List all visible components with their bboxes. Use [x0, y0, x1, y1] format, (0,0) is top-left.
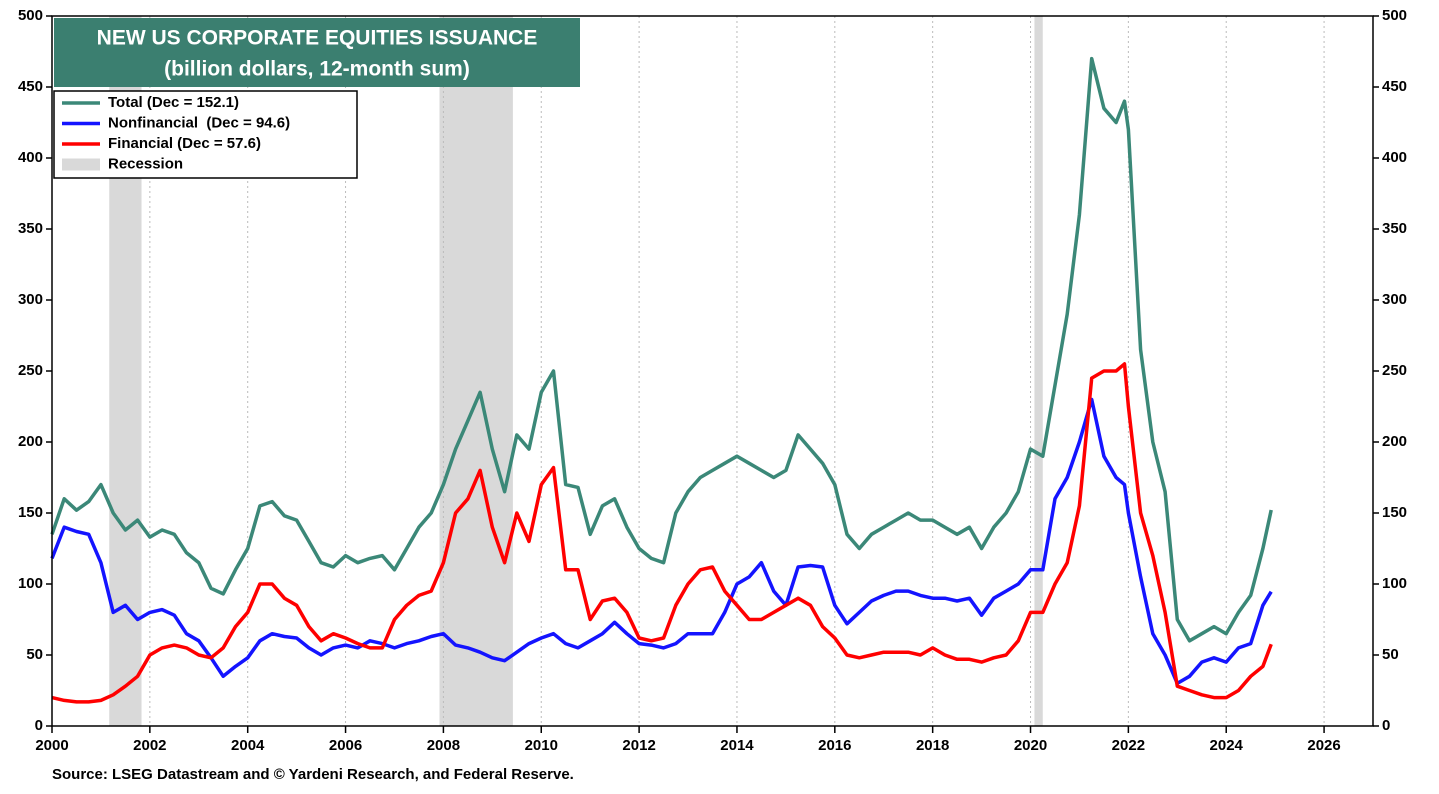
x-tick-label: 2014 [720, 737, 754, 754]
series-line [50, 397, 1273, 686]
legend-label: Total (Dec = 152.1) [108, 94, 239, 111]
y-tick-label: 250 [18, 362, 43, 379]
y-tick-label: 400 [18, 149, 43, 166]
x-tick-label: 2018 [916, 737, 949, 754]
legend-box [53, 90, 358, 179]
legend-label: Recession [108, 155, 183, 172]
y2-tick-label: 250 [1382, 362, 1407, 379]
recession-band [1034, 16, 1043, 726]
y2-tick-label: 400 [1382, 149, 1407, 166]
legend-swatch [62, 158, 100, 171]
y-tick-label: 450 [18, 78, 43, 95]
y2-tick-label: 300 [1382, 291, 1407, 308]
y-tick-label: 100 [18, 575, 43, 592]
series-line [50, 56, 1273, 643]
y-tick-label: 200 [18, 433, 43, 450]
y-tick-label: 50 [26, 646, 43, 663]
x-tick-label: 2010 [525, 737, 558, 754]
x-tick-label: 2012 [622, 737, 655, 754]
y2-tick-label: 350 [1382, 220, 1407, 237]
y2-tick-label: 100 [1382, 575, 1407, 592]
legend-label: Nonfinancial (Dec = 94.6) [108, 114, 290, 131]
recession-band [439, 16, 513, 726]
series-line [51, 362, 1273, 704]
y2-tick-label: 50 [1382, 646, 1399, 663]
x-tick-label: 2020 [1014, 737, 1047, 754]
x-tick-label: 2022 [1112, 737, 1145, 754]
x-tick-label: 2016 [818, 737, 851, 754]
legend-label: Financial (Dec = 57.6) [108, 135, 261, 152]
x-tick-label: 2026 [1307, 737, 1340, 754]
y-tick-label: 300 [18, 291, 43, 308]
chart-subtitle: (billion dollars, 12-month sum) [164, 58, 470, 81]
x-tick-label: 2002 [133, 737, 166, 754]
x-tick-label: 2008 [427, 737, 460, 754]
x-tick-label: 2024 [1210, 737, 1244, 754]
title-box [54, 18, 580, 87]
y-tick-label: 150 [18, 504, 43, 521]
y2-tick-label: 450 [1382, 78, 1407, 95]
x-tick-label: 2000 [35, 737, 68, 754]
y2-tick-label: 150 [1382, 504, 1407, 521]
y2-tick-label: 500 [1382, 7, 1407, 24]
y2-tick-label: 0 [1382, 717, 1390, 734]
y-tick-label: 350 [18, 220, 43, 237]
y-tick-label: 500 [18, 7, 43, 24]
y2-tick-label: 200 [1382, 433, 1407, 450]
x-tick-label: 2004 [231, 737, 265, 754]
x-tick-label: 2006 [329, 737, 362, 754]
source-note: Source: LSEG Datastream and © Yardeni Re… [52, 766, 574, 783]
chart-title: NEW US CORPORATE EQUITIES ISSUANCE [97, 27, 538, 50]
y-tick-label: 0 [35, 717, 43, 734]
plot-frame [51, 15, 1374, 727]
